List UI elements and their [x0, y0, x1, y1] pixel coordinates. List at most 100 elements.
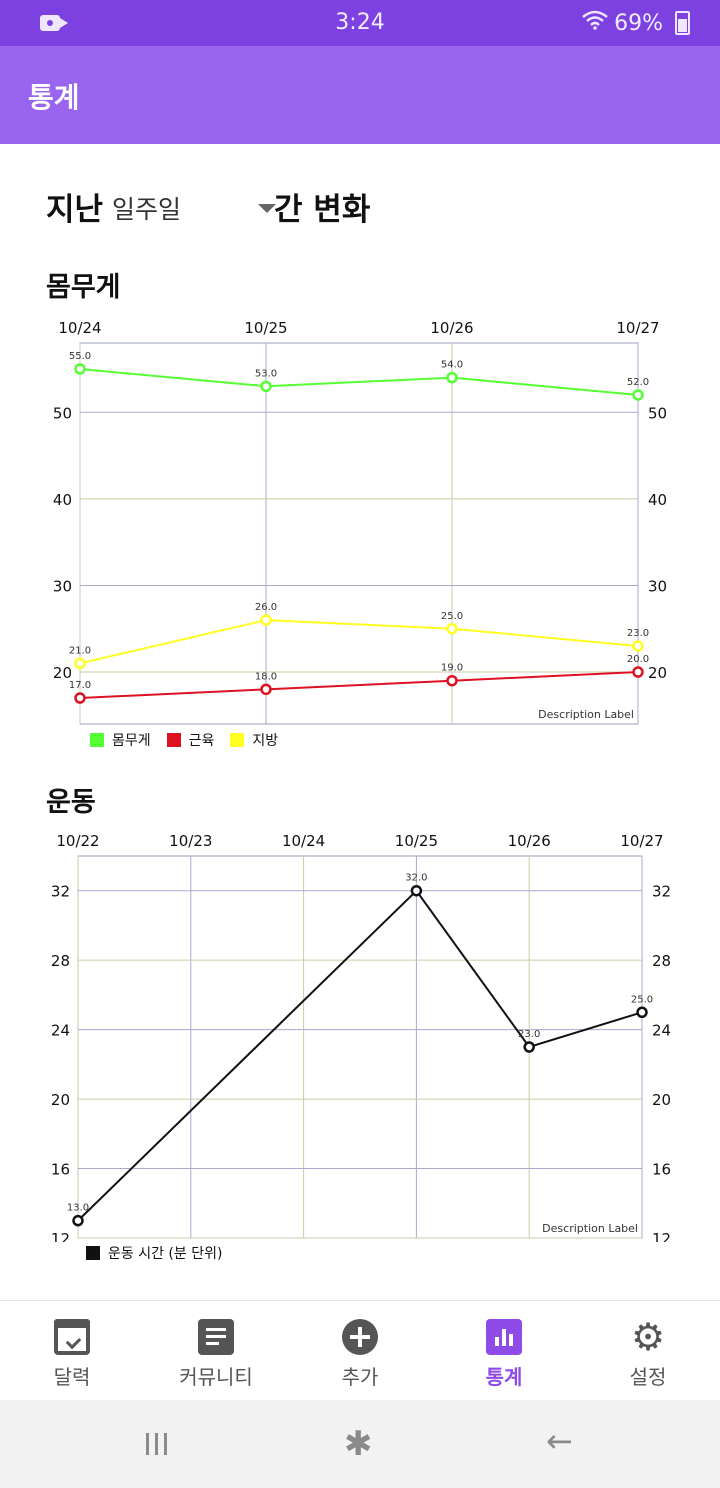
description-label: Description Label	[542, 1222, 638, 1235]
y-tick-label-right: 40	[648, 491, 667, 509]
app-bar: 통계	[0, 46, 720, 144]
legend-swatch	[90, 733, 104, 747]
x-tick-label: 10/23	[169, 832, 212, 850]
nav-item-calendar[interactable]: 달력	[12, 1319, 132, 1390]
x-tick-label: 10/25	[395, 832, 438, 850]
data-point	[72, 1214, 84, 1227]
page-title: 통계	[28, 81, 80, 114]
data-label: 17.0	[69, 680, 91, 691]
data-point	[74, 657, 86, 670]
data-label: 23.0	[518, 1029, 540, 1040]
y-tick-label-right: 32	[652, 883, 671, 901]
legend-swatch	[166, 733, 181, 747]
legend-label: 운동 시간 (분 단위)	[108, 1246, 223, 1262]
data-point	[74, 692, 86, 704]
x-tick-label: 10/24	[58, 319, 101, 337]
y-tick-label-left: 24	[51, 1022, 70, 1040]
nav-item-settings[interactable]: ⚙ 설정	[588, 1318, 708, 1390]
video-camera-icon	[40, 15, 68, 31]
nav-label: 통계	[485, 1365, 523, 1389]
status-bar: 3:24 69%	[0, 0, 720, 46]
data-label: 54.0	[441, 360, 463, 371]
calendar-check-icon	[54, 1319, 90, 1355]
legend-label: 근육	[188, 733, 215, 749]
y-tick-label-left: 20	[53, 664, 72, 682]
legend-item: 근육	[166, 730, 215, 750]
legend-item: 지방	[230, 730, 278, 750]
y-tick-label-left: 28	[51, 952, 70, 970]
y-tick-label-right: 28	[652, 952, 671, 970]
period-prefix: 지난	[46, 192, 104, 228]
legend-item: 몸무게	[90, 730, 151, 750]
legend-item: 운동 시간 (분 단위)	[86, 1243, 222, 1263]
nav-label: 달력	[53, 1365, 91, 1389]
y-tick-label-left: 50	[53, 404, 72, 422]
battery-icon	[675, 11, 690, 35]
data-point	[632, 640, 644, 652]
series-line	[79, 367, 639, 396]
x-tick-label: 10/27	[620, 832, 663, 850]
home-button[interactable]: ✱	[344, 1424, 373, 1464]
data-label: 25.0	[631, 994, 653, 1005]
status-right: 69%	[582, 10, 690, 36]
series-line	[79, 671, 639, 700]
section-title-exercise: 운동	[46, 787, 96, 818]
x-tick-label: 10/26	[508, 832, 551, 850]
y-tick-label-left: 20	[51, 1091, 70, 1109]
nav-item-statistics[interactable]: 통계	[444, 1319, 564, 1390]
y-tick-label-right: 30	[648, 577, 667, 595]
body-chart-legend: 몸무게 근육 지방	[90, 730, 284, 750]
data-point	[446, 623, 458, 635]
period-dropdown[interactable]: 일주일	[112, 190, 276, 224]
data-point	[74, 363, 86, 375]
legend-label: 지방	[252, 733, 279, 749]
data-label: 53.0	[255, 368, 277, 379]
data-label: 23.0	[627, 628, 649, 639]
y-tick-label-right: 24	[652, 1022, 671, 1040]
data-point	[636, 1006, 648, 1019]
body-composition-chart[interactable]: 10/24 10/25 10/26 10/27 20 20 30 30 40 40 50 50 55.0…	[0, 310, 720, 730]
x-tick-label: 10/27	[616, 319, 659, 337]
exercise-chart[interactable]: 10/22 10/23 10/24 10/25 10/26 10/27 12 12 16 16 20…	[0, 822, 720, 1242]
y-tick-label-right: 50	[648, 404, 667, 422]
recent-apps-button[interactable]	[146, 1433, 168, 1455]
add-circle-icon	[342, 1319, 378, 1355]
data-point	[632, 389, 644, 401]
data-label: 25.0	[441, 611, 463, 622]
data-label: 13.0	[67, 1203, 89, 1214]
data-point	[260, 380, 272, 393]
plot-area	[77, 855, 643, 1239]
legend-swatch	[230, 733, 245, 747]
data-label: 32.0	[405, 873, 427, 884]
x-tick-label: 10/22	[56, 832, 99, 850]
y-tick-label-right: 12	[652, 1230, 671, 1242]
status-time: 3:24	[335, 10, 385, 35]
back-button[interactable]: ←	[546, 1422, 573, 1460]
chevron-down-icon	[258, 204, 276, 213]
bottom-navigation: 달력 커뮤니티 추가 통계 ⚙ 설정	[0, 1300, 720, 1401]
legend-label: 몸무게	[112, 733, 151, 749]
data-label: 19.0	[441, 663, 463, 674]
exercise-chart-legend: 운동 시간 (분 단위)	[86, 1243, 228, 1263]
nav-label: 설정	[629, 1365, 667, 1389]
data-point	[446, 371, 458, 384]
data-point	[523, 1041, 535, 1053]
x-tick-label: 10/25	[244, 319, 287, 337]
x-tick-label: 10/24	[282, 832, 325, 850]
y-tick-label-right: 20	[652, 1091, 671, 1109]
article-icon	[198, 1319, 234, 1355]
nav-item-add[interactable]: 추가	[300, 1319, 420, 1390]
data-point	[632, 666, 644, 678]
section-title-body: 몸무게	[46, 272, 121, 303]
y-tick-label-left: 40	[53, 491, 72, 509]
series-line	[79, 619, 639, 665]
y-tick-label-left: 30	[53, 577, 72, 595]
data-label: 52.0	[627, 377, 649, 388]
wifi-icon	[582, 10, 608, 36]
y-tick-label-left: 16	[51, 1161, 70, 1179]
nav-item-community[interactable]: 커뮤니티	[156, 1319, 276, 1390]
data-label: 26.0	[255, 602, 277, 613]
data-label: 18.0	[255, 671, 277, 682]
data-label: 55.0	[69, 351, 91, 362]
y-tick-label-right: 16	[652, 1161, 671, 1179]
